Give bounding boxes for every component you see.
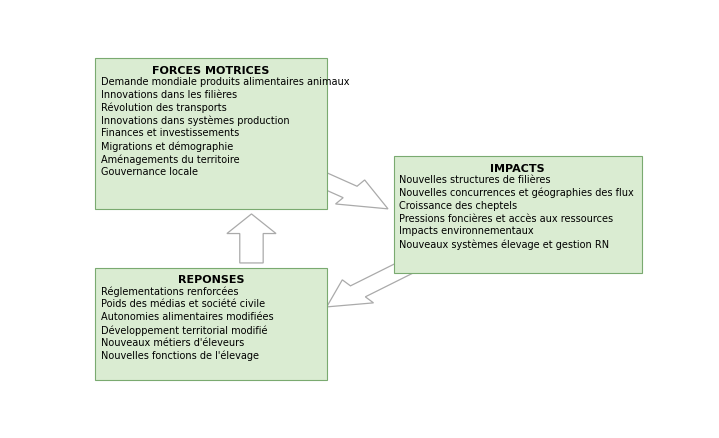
Polygon shape bbox=[286, 162, 388, 209]
Text: Finances et investissements: Finances et investissements bbox=[101, 128, 239, 138]
Text: Développement territorial modifié: Développement territorial modifié bbox=[101, 325, 267, 335]
Text: Pressions foncières et accès aux ressources: Pressions foncières et accès aux ressour… bbox=[399, 213, 613, 223]
Text: Poids des médias et société civile: Poids des médias et société civile bbox=[101, 299, 265, 309]
FancyBboxPatch shape bbox=[96, 268, 326, 380]
Text: Autonomies alimentaires modifiées: Autonomies alimentaires modifiées bbox=[101, 311, 274, 321]
Text: Impacts environnementaux: Impacts environnementaux bbox=[399, 226, 533, 236]
Text: Migrations et démographie: Migrations et démographie bbox=[101, 141, 233, 152]
Text: Demande mondiale produits alimentaires animaux: Demande mondiale produits alimentaires a… bbox=[101, 77, 349, 87]
Text: Nouvelles fonctions de l'élevage: Nouvelles fonctions de l'élevage bbox=[101, 350, 259, 360]
FancyBboxPatch shape bbox=[96, 59, 326, 209]
Text: Réglementations renforcées: Réglementations renforcées bbox=[101, 286, 239, 297]
Text: Innovations dans systèmes production: Innovations dans systèmes production bbox=[101, 115, 290, 126]
Text: Innovations dans les filières: Innovations dans les filières bbox=[101, 90, 237, 99]
Text: IMPACTS: IMPACTS bbox=[490, 163, 545, 173]
Text: Révolution des transports: Révolution des transports bbox=[101, 102, 226, 113]
Text: Nouvelles structures de filières: Nouvelles structures de filières bbox=[399, 175, 551, 185]
Text: FORCES MOTRICES: FORCES MOTRICES bbox=[152, 65, 270, 75]
Text: Nouveaux systèmes élevage et gestion RN: Nouveaux systèmes élevage et gestion RN bbox=[399, 239, 609, 249]
Text: Nouveaux métiers d'éleveurs: Nouveaux métiers d'éleveurs bbox=[101, 337, 244, 347]
Text: Nouvelles concurrences et géographies des flux: Nouvelles concurrences et géographies de… bbox=[399, 187, 634, 198]
Text: Aménagements du territoire: Aménagements du territoire bbox=[101, 154, 239, 164]
Text: Croissance des cheptels: Croissance des cheptels bbox=[399, 200, 517, 210]
Text: REPONSES: REPONSES bbox=[178, 275, 244, 284]
FancyBboxPatch shape bbox=[393, 157, 641, 273]
Polygon shape bbox=[326, 263, 412, 307]
Polygon shape bbox=[227, 215, 276, 263]
Text: Gouvernance locale: Gouvernance locale bbox=[101, 166, 198, 177]
